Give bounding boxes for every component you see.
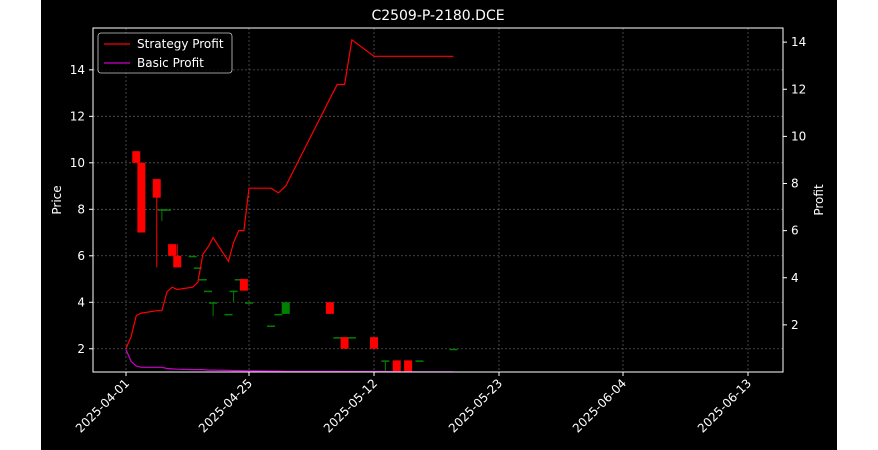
candle-body: [168, 244, 177, 256]
y-left-axis-ticks: 2 4 6 8 10 12 14: [70, 63, 93, 356]
candle-body: [198, 279, 207, 281]
candle-body: [163, 209, 171, 211]
y-left-tick-label: 6: [77, 249, 85, 263]
candlestick-chart: 2025-04-01 2025-04-25 2025-05-12 2025-05-23…: [50, 8, 826, 435]
candle-body: [224, 313, 233, 316]
candle-body: [188, 255, 197, 258]
legend-strategy-label: Strategy Profit: [137, 37, 224, 51]
candle-body: [173, 255, 182, 268]
legend-box: [97, 32, 233, 74]
x-tick-label: 2025-06-13: [695, 376, 754, 435]
x-tick-label: 2025-04-25: [196, 376, 255, 435]
grid-lines: [93, 28, 783, 372]
y-right-tick-label: 8: [791, 177, 799, 191]
candle-body: [267, 325, 276, 328]
candle-body: [234, 279, 243, 281]
candle-body: [392, 360, 401, 372]
legend: Strategy Profit Basic Profit: [97, 32, 233, 74]
y-left-tick-label: 10: [70, 156, 85, 170]
candle-body: [204, 290, 212, 293]
plot-area: [93, 28, 783, 372]
candle-body: [137, 162, 146, 233]
candle-body: [404, 360, 413, 372]
candle-layer: [132, 151, 458, 372]
candle-body: [381, 360, 390, 362]
y-left-tick-label: 8: [77, 202, 85, 216]
chart-figure: 2025-04-01 2025-04-25 2025-05-12 2025-05-23…: [41, 0, 837, 450]
candle-body: [449, 348, 458, 351]
strategy-profit-line: [125, 38, 454, 349]
x-tick-label: 2025-04-01: [73, 376, 132, 435]
y-right-tick-label: 10: [791, 129, 806, 143]
candle-body: [245, 302, 253, 304]
x-tick-label: 2025-06-04: [570, 376, 629, 435]
y-left-axis-label: Price: [50, 185, 64, 214]
y-left-tick-label: 2: [77, 342, 85, 356]
candle-body: [132, 151, 141, 163]
candle-body: [347, 337, 356, 339]
candle-body: [229, 290, 238, 293]
y-left-tick-label: 14: [70, 63, 85, 77]
candle-body: [274, 313, 283, 316]
candle-body: [193, 267, 202, 269]
candle-body: [325, 302, 334, 314]
x-tick-label: 2025-05-23: [446, 376, 505, 435]
y-right-tick-label: 14: [791, 35, 806, 49]
candle-body: [209, 302, 218, 304]
legend-basic-label: Basic Profit: [137, 56, 204, 70]
y-right-tick-label: 12: [791, 82, 806, 96]
candle-body: [340, 337, 349, 349]
candle-body: [152, 179, 161, 198]
y-left-tick-label: 4: [77, 295, 85, 309]
chart-title: C2509-P-2180.DCE: [371, 8, 504, 24]
candle-body: [415, 360, 424, 362]
candle-body: [157, 209, 166, 211]
y-left-tick-label: 12: [70, 109, 85, 123]
y-right-tick-label: 4: [791, 271, 799, 285]
candle-body: [370, 337, 378, 349]
x-tick-label: 2025-05-12: [321, 376, 380, 435]
candle-body: [239, 279, 248, 291]
candle-body: [281, 302, 290, 314]
y-right-tick-label: 2: [791, 318, 799, 332]
plot-frame: [92, 27, 784, 373]
y-right-axis-label: Profit: [812, 184, 826, 216]
x-axis-ticks: 2025-04-01 2025-04-25 2025-05-12 2025-05-23…: [73, 372, 754, 435]
candle-body: [333, 337, 342, 339]
y-right-tick-label: 6: [791, 224, 799, 238]
y-right-axis-ticks: 2 4 6 8 10 12 14: [783, 35, 806, 332]
